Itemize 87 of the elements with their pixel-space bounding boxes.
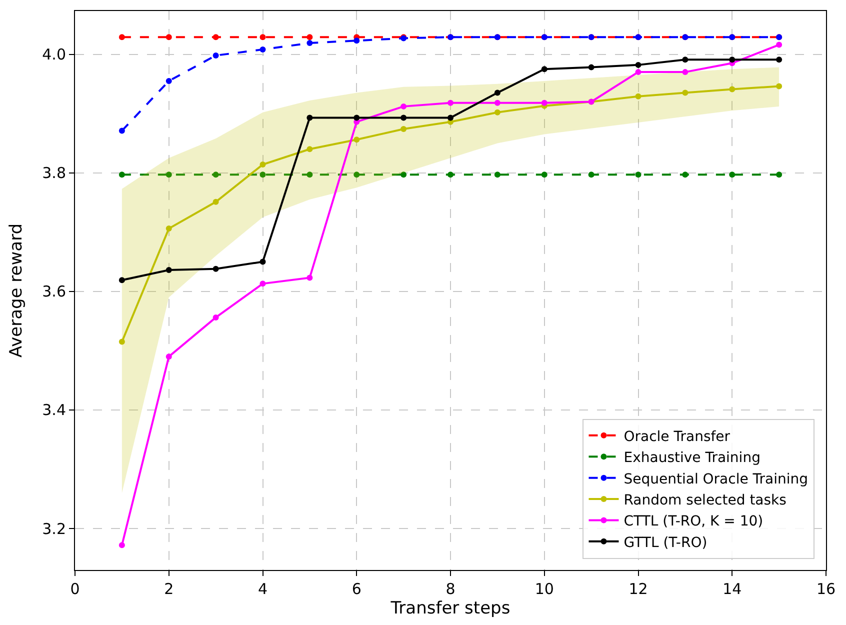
- point: [354, 136, 360, 143]
- point: [212, 266, 219, 272]
- point: [729, 56, 736, 63]
- point: [212, 314, 219, 320]
- point: [400, 114, 407, 121]
- point: [166, 267, 172, 274]
- point: [588, 172, 594, 178]
- point: [118, 542, 125, 548]
- legend-label: Sequential Oracle Training: [624, 471, 808, 488]
- x-tick-label: 6: [352, 580, 362, 598]
- point: [260, 46, 266, 53]
- point: [306, 40, 313, 46]
- point: [448, 172, 454, 178]
- point: [588, 64, 594, 70]
- point: [448, 100, 454, 106]
- point: [118, 277, 125, 284]
- x-tick-label: 8: [446, 580, 456, 598]
- x-tick-label: 16: [816, 580, 836, 598]
- point: [635, 69, 642, 76]
- point: [682, 90, 688, 96]
- point: [166, 34, 172, 40]
- point: [118, 172, 125, 178]
- point: [260, 172, 266, 178]
- point: [166, 172, 172, 178]
- legend-label: Exhaustive Training: [624, 450, 760, 466]
- point: [118, 338, 125, 345]
- point: [729, 86, 736, 92]
- point: [118, 34, 125, 40]
- point: [635, 93, 642, 100]
- x-axis-title: Transfer steps: [390, 598, 510, 618]
- point: [166, 78, 172, 84]
- y-tick-label: 3.8: [42, 164, 66, 182]
- x-tick-label: 0: [70, 580, 80, 598]
- point: [776, 42, 782, 48]
- point: [400, 172, 407, 178]
- point: [118, 128, 125, 134]
- legend-label: Oracle Transfer: [624, 428, 730, 445]
- point: [635, 62, 642, 68]
- x-tick-label: 2: [164, 580, 174, 598]
- legend-label: CTTL (T-RO, K = 10): [624, 514, 764, 530]
- point: [541, 66, 548, 72]
- point: [306, 114, 313, 121]
- point: [212, 198, 219, 205]
- point: [541, 172, 548, 178]
- x-tick-label: 12: [628, 580, 648, 598]
- point: [448, 114, 454, 121]
- y-tick-label: 3.6: [42, 282, 66, 301]
- y-tick-label: 3.2: [42, 520, 66, 538]
- point: [494, 172, 500, 178]
- x-tick-label: 4: [258, 580, 268, 598]
- point: [212, 34, 219, 40]
- point: [682, 172, 688, 178]
- x-tick-label: 10: [534, 580, 554, 598]
- point: [400, 103, 407, 110]
- legend-label: GTTL (T-RO): [624, 534, 708, 551]
- point: [260, 280, 266, 287]
- point: [635, 172, 642, 178]
- point: [776, 172, 782, 178]
- point: [494, 100, 500, 106]
- point: [354, 172, 360, 178]
- point: [776, 56, 782, 63]
- point: [541, 100, 548, 106]
- x-tick-label: 14: [722, 580, 742, 598]
- point: [494, 109, 500, 116]
- point: [306, 274, 313, 281]
- y-axis-title: Average reward: [6, 223, 27, 358]
- point: [166, 354, 172, 360]
- y-tick-label: 4.0: [42, 46, 66, 64]
- point: [354, 114, 360, 121]
- y-tick-label: 3.4: [42, 401, 66, 420]
- point: [212, 172, 219, 178]
- point: [776, 83, 782, 90]
- point: [400, 126, 407, 132]
- point: [494, 90, 500, 96]
- point: [354, 38, 360, 44]
- point: [260, 258, 266, 265]
- point: [306, 34, 313, 40]
- point: [729, 172, 736, 178]
- point: [306, 172, 313, 178]
- point: [682, 69, 688, 76]
- point: [166, 226, 172, 232]
- legend-label: Random selected tasks: [624, 492, 786, 508]
- point: [682, 56, 688, 63]
- point: [260, 34, 266, 40]
- point: [260, 162, 266, 168]
- point: [306, 146, 313, 152]
- point: [212, 52, 219, 58]
